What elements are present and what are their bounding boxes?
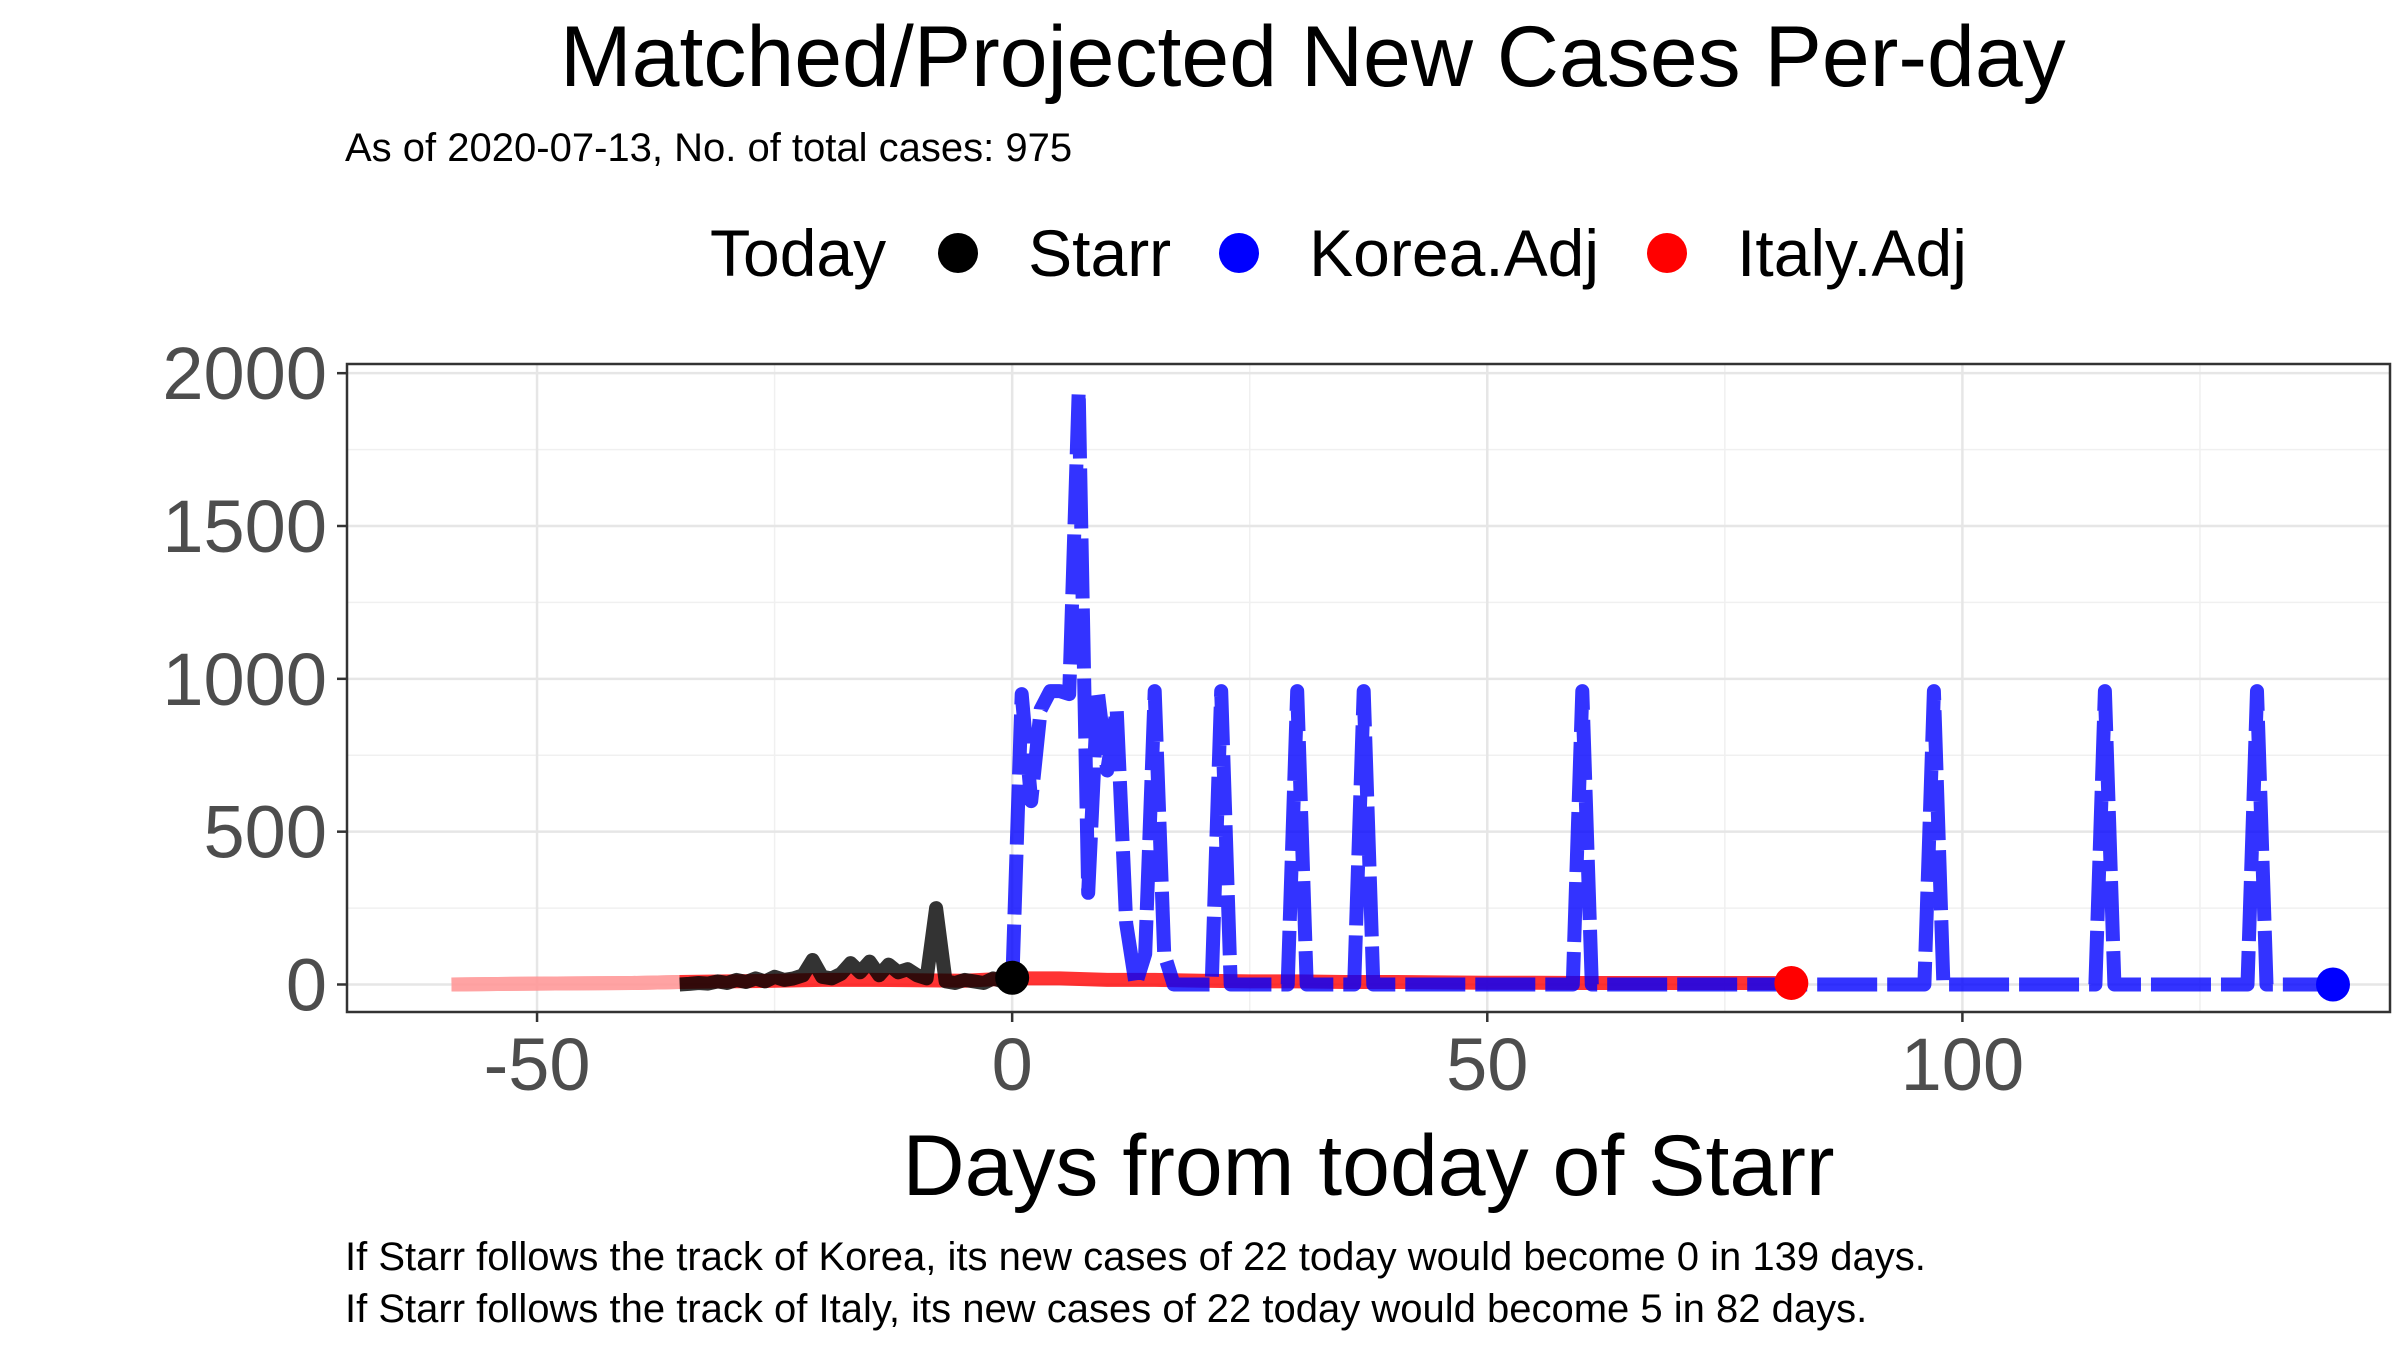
y-tick-label: 1500 xyxy=(162,485,327,568)
point-italy-end xyxy=(1774,965,1809,1000)
legend: Today Starr Korea.Adj Italy.Adj xyxy=(710,215,2015,291)
legend-item-italy: Italy.Adj xyxy=(1647,215,1967,291)
x-tick-label: 0 xyxy=(992,1023,1033,1106)
legend-title: Today xyxy=(710,216,887,290)
series-line-korea xyxy=(1005,384,2333,992)
y-tick-label: 0 xyxy=(286,943,327,1026)
legend-dot-italy xyxy=(1647,233,1688,273)
point-korea-end xyxy=(2315,967,2350,1002)
axes: 0 500 1000 1500 2000 -50 0 50 100 xyxy=(162,332,2024,1106)
annotation-korea: If Starr follows the track of Korea, its… xyxy=(345,1235,1926,1279)
legend-label-starr: Starr xyxy=(1028,216,1172,290)
x-tick-label: 50 xyxy=(1446,1023,1528,1106)
series-layer xyxy=(451,384,2333,992)
x-tick-label: 100 xyxy=(1901,1023,2024,1106)
legend-item-korea: Korea.Adj xyxy=(1219,215,1599,291)
y-tick-label: 500 xyxy=(204,791,327,874)
y-tick-label: 1000 xyxy=(162,638,327,721)
series-line-starr xyxy=(679,901,1015,992)
x-axis-title: Days from today of Starr xyxy=(903,1118,1835,1214)
points-layer xyxy=(995,960,2350,1002)
legend-dot-starr xyxy=(938,233,979,273)
legend-label-korea: Korea.Adj xyxy=(1309,216,1600,290)
legend-dot-korea xyxy=(1219,233,1260,273)
chart-subtitle: As of 2020-07-13, No. of total cases: 97… xyxy=(345,126,1073,170)
legend-label-italy: Italy.Adj xyxy=(1737,216,1967,290)
point-today-starr xyxy=(995,960,1030,995)
x-tick-label: -50 xyxy=(484,1023,591,1106)
panel-border xyxy=(345,362,2392,1014)
chart-title: Matched/Projected New Cases Per-day xyxy=(560,9,2066,105)
series-line-italy-matched-fade xyxy=(451,975,680,992)
y-tick-label: 2000 xyxy=(162,332,327,415)
legend-item-starr: Starr xyxy=(938,215,1171,291)
annotation-italy: If Starr follows the track of Italy, its… xyxy=(345,1287,1868,1331)
